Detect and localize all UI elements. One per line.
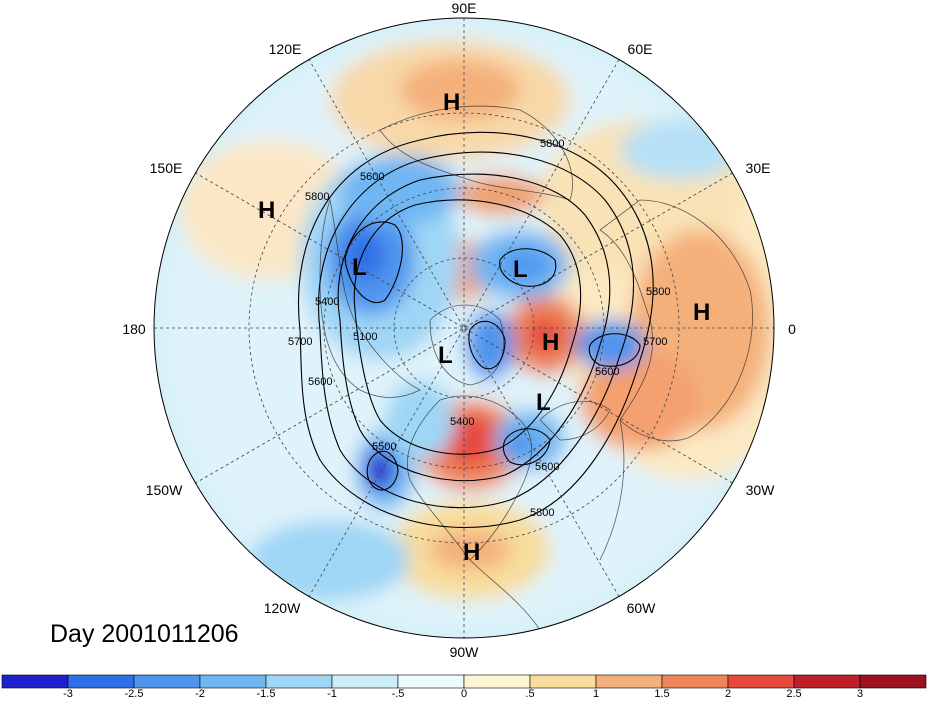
colorbar-label: 0 <box>460 688 468 700</box>
contour-labels: 5800 5600 5800 5400 5700 5600 5100 5800 … <box>288 138 670 519</box>
contour-label: 5600 <box>308 376 332 388</box>
colorbar-label: -1.5 <box>256 688 276 700</box>
colorbar-label: -.5 <box>391 688 405 700</box>
map-title: Day 2001011206 <box>50 620 239 648</box>
contour-label: 5800 <box>540 138 564 150</box>
colorbar-label: -1 <box>327 688 337 700</box>
low-pressure-center: L <box>536 389 551 416</box>
longitude-label: 120E <box>268 41 302 57</box>
longitude-label: 150W <box>145 482 183 498</box>
contour-label: 5500 <box>372 441 396 453</box>
colorbar-label: 3 <box>856 688 864 700</box>
longitude-label: 90E <box>451 0 477 16</box>
contour-label: 5600 <box>595 366 619 378</box>
pressure-centers: H H L L L H H L H <box>258 89 710 566</box>
longitude-label: 0 <box>788 321 796 337</box>
contour-label: 5800 <box>646 286 670 298</box>
colorbar <box>1 674 927 689</box>
colorbar-swatch <box>595 674 663 689</box>
anomaly-field: 5800 5600 5800 5400 5700 5600 5100 5800 … <box>154 18 774 638</box>
contour-label: 5700 <box>643 336 667 348</box>
high-pressure-center: H <box>693 299 710 326</box>
longitude-label: 60E <box>627 41 653 57</box>
colorbar-swatch <box>529 674 597 689</box>
colorbar-label: 2 <box>724 688 732 700</box>
colorbar-swatch <box>661 674 729 689</box>
colorbar-swatch <box>199 674 267 689</box>
low-pressure-center: L <box>438 342 453 369</box>
high-pressure-center: H <box>463 539 480 566</box>
longitude-label: 60W <box>626 600 656 616</box>
longitude-label: 120W <box>263 600 301 616</box>
colorbar-swatch <box>133 674 201 689</box>
contour-label: 5600 <box>360 171 384 183</box>
colorbar-label: -2 <box>195 688 205 700</box>
longitude-label: 150E <box>149 160 183 176</box>
high-pressure-center: H <box>443 89 460 116</box>
low-pressure-center: L <box>352 254 367 281</box>
contour-label: 5100 <box>353 331 377 343</box>
contour-label: 5400 <box>450 416 474 428</box>
colorbar-label: .5 <box>525 688 535 700</box>
longitude-label: 90W <box>449 644 479 660</box>
colorbar-swatch <box>727 674 795 689</box>
contour-label: 5700 <box>288 336 312 348</box>
longitude-label: 30E <box>745 160 771 176</box>
colorbar-swatch <box>397 674 465 689</box>
colorbar-swatch <box>859 674 927 689</box>
colorbar-label: -2.5 <box>124 688 144 700</box>
colorbar-label: 1.5 <box>654 688 670 700</box>
contour-label: 5600 <box>535 461 559 473</box>
low-pressure-center: L <box>513 256 528 283</box>
colorbar-swatch <box>67 674 135 689</box>
map-border <box>153 17 775 639</box>
colorbar-label: 2.5 <box>786 688 802 700</box>
high-pressure-center: H <box>542 329 559 356</box>
colorbar-swatch <box>1 674 69 689</box>
high-pressure-center: H <box>258 197 275 224</box>
longitude-label: 30W <box>745 482 775 498</box>
colorbar-swatch <box>793 674 861 689</box>
longitude-label: 180 <box>122 321 146 337</box>
contour-label: 5800 <box>530 507 554 519</box>
colorbar-swatch <box>463 674 531 689</box>
colorbar-label: 1 <box>592 688 600 700</box>
colorbar-swatch <box>331 674 399 689</box>
colorbar-label: -3 <box>63 688 73 700</box>
contour-label: 5800 <box>305 191 329 203</box>
colorbar-swatch <box>265 674 333 689</box>
contour-label: 5400 <box>315 296 339 308</box>
